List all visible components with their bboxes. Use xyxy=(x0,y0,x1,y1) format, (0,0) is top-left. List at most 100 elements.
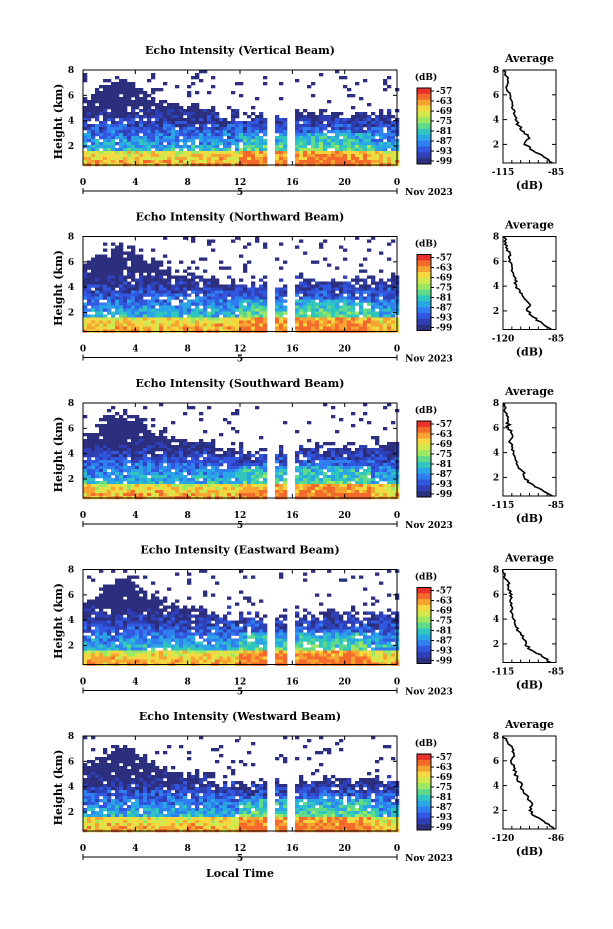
heatmap-cell xyxy=(211,139,216,143)
heatmap-cell xyxy=(151,302,156,306)
colorbar-swatch xyxy=(417,111,431,118)
heatmap-cell xyxy=(303,481,308,485)
heatmap-cell xyxy=(139,605,144,609)
heatmap-cell xyxy=(127,115,132,119)
heatmap-cell xyxy=(135,299,140,303)
heatmap-cell xyxy=(375,442,380,446)
heatmap-cell xyxy=(167,287,172,291)
heatmap-cell xyxy=(247,478,252,482)
heatmap-cell xyxy=(83,76,88,80)
heatmap-cell xyxy=(263,463,268,467)
heatmap-cell xyxy=(351,299,356,303)
heatmap-cell xyxy=(215,460,220,464)
heatmap-cell xyxy=(171,463,176,467)
heatmap-cell xyxy=(239,94,244,98)
heatmap-cell xyxy=(207,296,212,300)
heatmap-cell xyxy=(119,112,124,116)
heatmap-cell xyxy=(279,287,284,291)
heatmap-cell xyxy=(127,602,132,606)
heatmap-cell xyxy=(95,490,100,494)
heatmap-cell xyxy=(319,124,324,128)
heatmap-cell xyxy=(99,445,104,449)
heatmap-cell xyxy=(159,154,164,158)
heatmap-cell xyxy=(103,596,108,600)
heatmap-cell xyxy=(343,323,348,327)
colorbar-tick-label: -93 xyxy=(436,147,452,157)
heatmap-cell xyxy=(243,160,248,164)
heatmap-cell xyxy=(123,608,128,612)
heatmap-cell xyxy=(135,160,140,164)
heatmap-cell xyxy=(119,296,124,300)
heatmap-cell xyxy=(135,436,140,440)
heatmap-cell xyxy=(159,490,164,494)
heatmap-cell xyxy=(379,293,384,297)
profile-line xyxy=(502,235,552,331)
heatmap-cell xyxy=(107,436,112,440)
heatmap-cell xyxy=(239,317,244,321)
heatmap-cell xyxy=(163,130,168,134)
heatmap-cell xyxy=(343,124,348,128)
heatmap-cell xyxy=(195,103,200,107)
heatmap-cell xyxy=(219,305,224,309)
heatmap-cell xyxy=(379,451,384,455)
heatmap-cell xyxy=(231,160,236,164)
heatmap-cell xyxy=(159,142,164,146)
heatmap-cell xyxy=(99,596,104,600)
heatmap-cell xyxy=(375,121,380,125)
heatmap-cell xyxy=(191,302,196,306)
heatmap-cell xyxy=(223,130,228,134)
heatmap-cell xyxy=(91,115,96,119)
heatmap-cell xyxy=(375,451,380,455)
heatmap-cell xyxy=(99,284,104,288)
heatmap-cell xyxy=(199,472,204,476)
heatmap-cell xyxy=(95,314,100,318)
heatmap-cell xyxy=(255,121,260,125)
heatmap-cell xyxy=(99,484,104,488)
heatmap-cell xyxy=(103,118,108,122)
heatmap-cell xyxy=(347,281,352,285)
heatmap-cell xyxy=(223,326,228,330)
heatmap-cell xyxy=(155,439,160,443)
heatmap-cell xyxy=(123,302,128,306)
heatmap-cell xyxy=(275,118,280,122)
heatmap-cell xyxy=(371,484,376,488)
heatmap-cell xyxy=(263,151,268,155)
heatmap-cell xyxy=(231,154,236,158)
heatmap-cell xyxy=(127,299,132,303)
heatmap-cell xyxy=(199,296,204,300)
heatmap-cell xyxy=(191,448,196,452)
heatmap-cell xyxy=(255,157,260,161)
heatmap-cell xyxy=(99,112,104,116)
heatmap-cell xyxy=(99,136,104,140)
heatmap-cell xyxy=(299,311,304,315)
heatmap-cell xyxy=(123,599,128,603)
heatmap-cell xyxy=(363,472,368,476)
heatmap-cell xyxy=(295,487,300,491)
heatmap-cell xyxy=(123,133,128,137)
heatmap-cell xyxy=(319,151,324,155)
heatmap-cell xyxy=(103,472,108,476)
heatmap-cell xyxy=(167,302,172,306)
heatmap-cell xyxy=(167,457,172,461)
heatmap-cell xyxy=(391,142,396,146)
heatmap-cell xyxy=(315,320,320,324)
heatmap-cell xyxy=(123,299,128,303)
heatmap-cell xyxy=(187,572,192,576)
heatmap-cell xyxy=(191,260,196,264)
heatmap-cell xyxy=(255,302,260,306)
heatmap-cell xyxy=(163,305,168,309)
heatmap-cell xyxy=(183,478,188,482)
heatmap-cell xyxy=(87,490,92,494)
heatmap-cell xyxy=(139,317,144,321)
heatmap-cell xyxy=(103,481,108,485)
heatmap-cell xyxy=(387,481,392,485)
heatmap-cell xyxy=(111,599,116,603)
heatmap-cell xyxy=(131,454,136,458)
heatmap-cell xyxy=(151,581,156,585)
heatmap-cell xyxy=(103,439,108,443)
heatmap-cell xyxy=(303,478,308,482)
heatmap-cell xyxy=(279,463,284,467)
heatmap-cell xyxy=(367,275,372,279)
heatmap-cell xyxy=(107,79,112,83)
heatmap-cell xyxy=(235,296,240,300)
